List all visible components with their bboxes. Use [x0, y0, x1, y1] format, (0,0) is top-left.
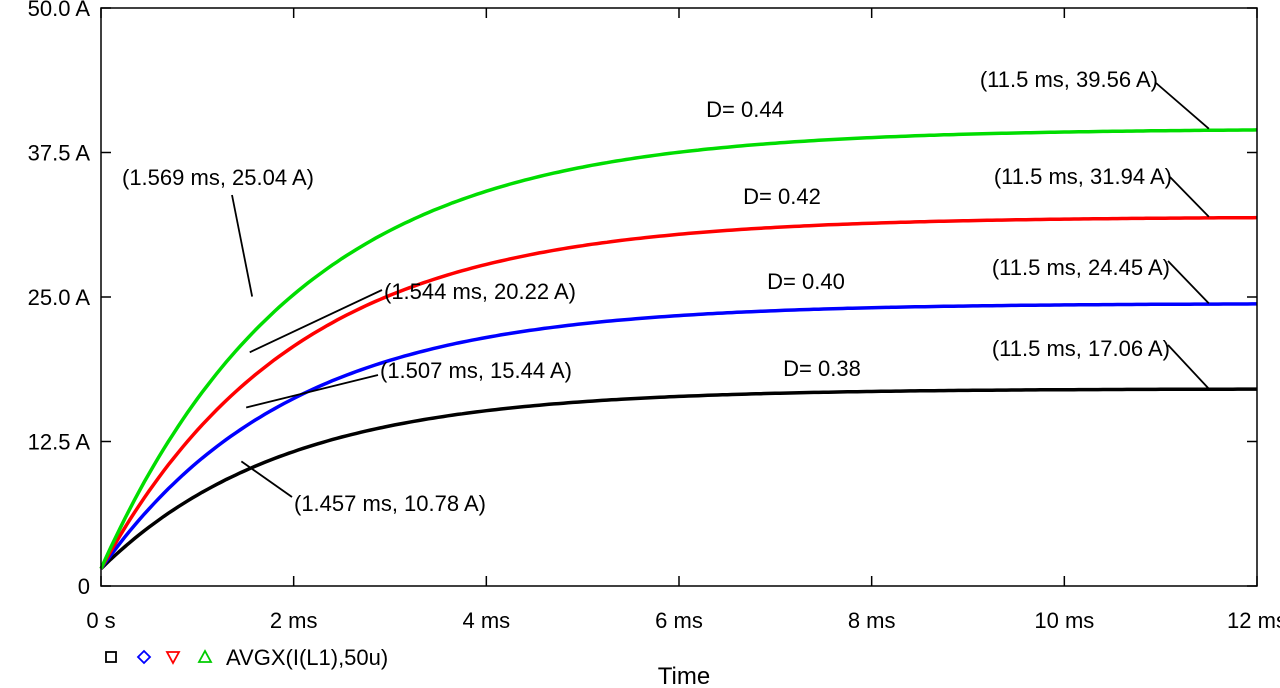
data-point-annotation: (11.5 ms, 31.94 A): [994, 164, 1172, 189]
legend-marker-square: [105, 651, 117, 663]
y-tick-label: 12.5 A: [28, 430, 91, 455]
y-tick-label: 50.0 A: [28, 0, 91, 21]
legend: AVGX(I(L1),50u): [105, 645, 388, 670]
y-tick-label: 0: [78, 574, 90, 599]
data-point-annotation: (11.5 ms, 24.45 A): [992, 255, 1170, 280]
legend-label: AVGX(I(L1),50u): [226, 645, 388, 670]
x-tick-label: 12 ms: [1227, 608, 1280, 633]
series-layer: [99, 128, 1258, 570]
x-tick-label: 6 ms: [655, 608, 703, 633]
series-line-1: [99, 387, 1257, 570]
series-name-label: D= 0.38: [783, 356, 861, 381]
series-name-label: D= 0.42: [743, 184, 821, 209]
y-tick-label: 37.5 A: [28, 141, 91, 166]
annotation-leader: [240, 460, 293, 498]
series-line-3: [99, 215, 1258, 570]
data-point-annotation: (1.544 ms, 20.22 A): [384, 279, 576, 304]
series-line-2: [99, 302, 1257, 570]
x-tick-label: 4 ms: [462, 608, 510, 633]
plot-frame: [100, 7, 1258, 587]
annotation-leader: [1167, 260, 1210, 304]
x-axis-title: Time: [658, 663, 710, 688]
data-point-annotation: (11.5 ms, 39.56 A): [980, 67, 1158, 92]
data-point-annotation: (1.457 ms, 10.78 A): [294, 491, 486, 516]
data-point-annotation: (1.569 ms, 25.04 A): [122, 165, 314, 190]
series-name-label: D= 0.44: [706, 97, 784, 122]
legend-marker-triangle-down: [165, 651, 181, 665]
series-line-4: [99, 128, 1258, 570]
x-tick-label: 0 s: [86, 608, 115, 633]
series-name-label: D= 0.40: [767, 269, 845, 294]
annotation-leader: [249, 289, 383, 354]
annotation-leader: [1155, 82, 1210, 130]
x-tick-label: 2 ms: [270, 608, 318, 633]
data-point-annotation: (11.5 ms, 17.06 A): [992, 336, 1170, 361]
ticks-layer: 0 s 2 ms 4 ms 6 ms 8 ms 10 ms 12 ms 0 12.5 A 25.0…: [28, 0, 1280, 633]
annotation-leader: [1169, 176, 1210, 218]
annotation-leader: [1167, 344, 1210, 390]
data-point-annotation: (1.507 ms, 15.44 A): [380, 358, 572, 383]
x-tick-label: 10 ms: [1034, 608, 1094, 633]
legend-marker-diamond: [136, 649, 152, 665]
legend-marker-triangle-up: [197, 649, 213, 663]
x-tick-label: 8 ms: [848, 608, 896, 633]
annotation-layer: D= 0.38 (1.457 ms, 10.78 A) (11.5 ms, 17.0…: [122, 67, 1210, 516]
y-tick-label: 25.0 A: [28, 285, 91, 310]
annotation-leader: [245, 374, 379, 409]
annotation-leader: [231, 194, 254, 297]
